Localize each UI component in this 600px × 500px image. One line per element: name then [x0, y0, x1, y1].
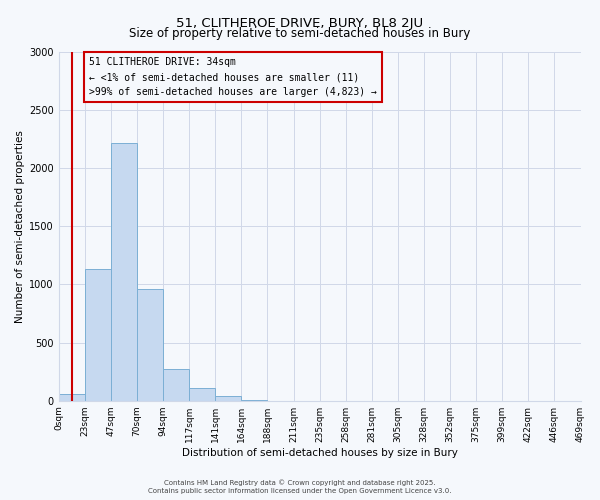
Bar: [163, 370, 189, 400]
Text: 51, CLITHEROE DRIVE, BURY, BL8 2JU: 51, CLITHEROE DRIVE, BURY, BL8 2JU: [176, 18, 424, 30]
Bar: [59, 394, 85, 400]
Text: Size of property relative to semi-detached houses in Bury: Size of property relative to semi-detach…: [130, 28, 470, 40]
X-axis label: Distribution of semi-detached houses by size in Bury: Distribution of semi-detached houses by …: [182, 448, 458, 458]
Y-axis label: Number of semi-detached properties: Number of semi-detached properties: [15, 130, 25, 322]
Bar: [111, 144, 137, 400]
Bar: [189, 388, 215, 400]
Text: 51 CLITHEROE DRIVE: 34sqm
← <1% of semi-detached houses are smaller (11)
>99% of: 51 CLITHEROE DRIVE: 34sqm ← <1% of semi-…: [89, 58, 377, 97]
Bar: [85, 269, 111, 400]
Text: Contains HM Land Registry data © Crown copyright and database right 2025.
Contai: Contains HM Land Registry data © Crown c…: [148, 479, 452, 494]
Bar: [137, 289, 163, 401]
Bar: [215, 396, 241, 400]
